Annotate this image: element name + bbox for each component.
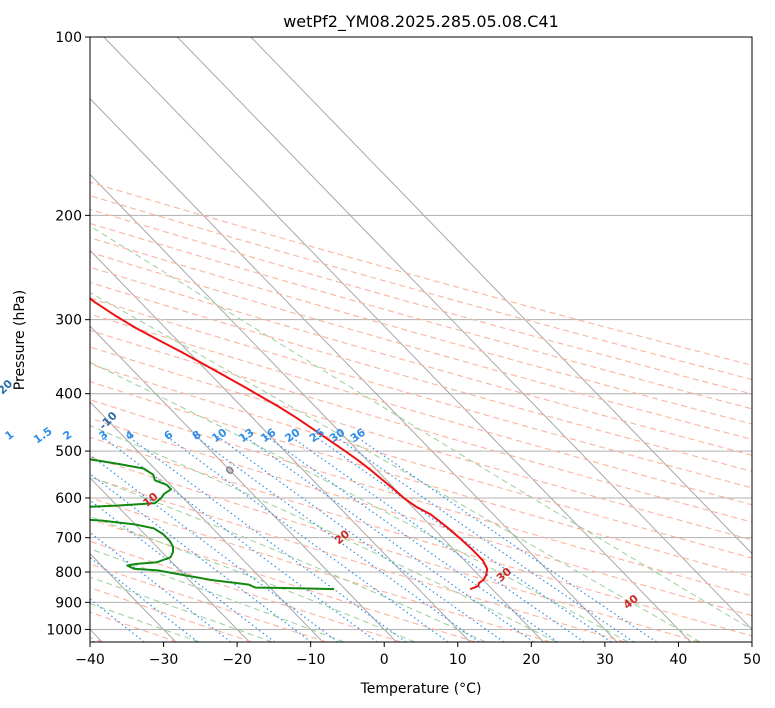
x-tick-label: −20 bbox=[222, 652, 252, 668]
dry-adiabat-line bbox=[90, 266, 752, 456]
x-tick-label: 0 bbox=[380, 652, 389, 668]
mixing-ratio-line bbox=[193, 434, 480, 642]
isotherm-line bbox=[176, 37, 752, 631]
dry-adiabat-line bbox=[90, 563, 327, 642]
isotherm-line bbox=[90, 249, 471, 642]
x-tick-label: −40 bbox=[75, 652, 105, 668]
y-tick-label: 400 bbox=[55, 387, 82, 403]
x-tick-label: 20 bbox=[522, 652, 540, 668]
y-tick-label: 700 bbox=[55, 531, 82, 547]
x-axis-label: Temperature (°C) bbox=[360, 681, 482, 697]
dry-adiabat-line bbox=[90, 181, 752, 366]
x-tick-label: 30 bbox=[596, 652, 614, 668]
y-tick-label: 1000 bbox=[46, 622, 82, 638]
dry-adiabat-line bbox=[90, 381, 752, 578]
plot-frame bbox=[89, 36, 753, 643]
dry-adiabat-line bbox=[90, 417, 752, 617]
moist-adiabat-line bbox=[90, 576, 273, 642]
dry-adiabat-line bbox=[90, 456, 700, 642]
dry-adiabat-line bbox=[90, 436, 752, 637]
moist-adiabat-line bbox=[90, 476, 486, 642]
x-tick-label: 40 bbox=[670, 652, 688, 668]
isotherm-line bbox=[103, 37, 691, 642]
dry-adiabat-line bbox=[90, 195, 752, 381]
dry-adiabat-line bbox=[90, 222, 752, 410]
moist-adiabat-line bbox=[90, 515, 416, 642]
profiles bbox=[90, 297, 489, 591]
isotherm-line bbox=[90, 325, 397, 642]
isotherm-line bbox=[250, 37, 752, 555]
x-tick-label: 10 bbox=[449, 652, 467, 668]
dry-adiabat-line bbox=[90, 251, 752, 441]
moist-adiabat-line bbox=[90, 548, 345, 642]
mixing-ratio-line bbox=[333, 434, 635, 642]
moist-adiabat-line bbox=[90, 425, 557, 642]
y-tick-label: 600 bbox=[55, 491, 82, 507]
mixing-ratio-line bbox=[90, 473, 312, 642]
background-lines bbox=[90, 37, 752, 642]
mixing-ratio-line bbox=[126, 434, 407, 642]
x-tick-label: 50 bbox=[743, 652, 761, 668]
moist-adiabat-line bbox=[90, 292, 701, 642]
dry-adiabat-line bbox=[90, 363, 752, 559]
dry-adiabat-line bbox=[90, 497, 551, 642]
x-tick-label: −30 bbox=[149, 652, 179, 668]
y-tick-label: 300 bbox=[55, 313, 82, 329]
y-tick-label: 200 bbox=[55, 208, 82, 224]
chart-title: wetPf2_YM08.2025.285.05.08.C41 bbox=[283, 12, 559, 32]
mixing-ratio-line bbox=[90, 499, 276, 642]
mixing-ratio-line bbox=[264, 434, 559, 642]
isotherm-line bbox=[90, 477, 250, 642]
axis-ticks: −40 −30 −20 −10 0 10 20 30 40 50 100 200 300 400 500 60… bbox=[46, 30, 761, 668]
dry-adiabat-line bbox=[90, 518, 476, 642]
y-tick-label: 900 bbox=[55, 595, 82, 611]
mixing-ratio-line bbox=[242, 434, 534, 642]
y-tick-label: 100 bbox=[55, 30, 82, 46]
isotherm-line bbox=[90, 173, 544, 642]
dry-adiabat-line bbox=[90, 399, 752, 597]
temperature-profile-line bbox=[90, 297, 489, 591]
isotherm-line bbox=[90, 97, 618, 642]
y-tick-label: 800 bbox=[55, 565, 82, 581]
dewpoint-profile-line bbox=[90, 458, 335, 591]
y-tick-label: 500 bbox=[55, 444, 82, 460]
x-tick-label: −10 bbox=[296, 652, 326, 668]
mixing-ratio-line bbox=[90, 454, 339, 642]
dry-adiabat-line bbox=[90, 587, 253, 642]
moist-adiabat-line bbox=[90, 225, 752, 631]
y-axis-label: Pressure (hPa) bbox=[12, 290, 28, 390]
mixing-ratio-line bbox=[90, 531, 232, 642]
dry-adiabat-line bbox=[90, 297, 752, 489]
